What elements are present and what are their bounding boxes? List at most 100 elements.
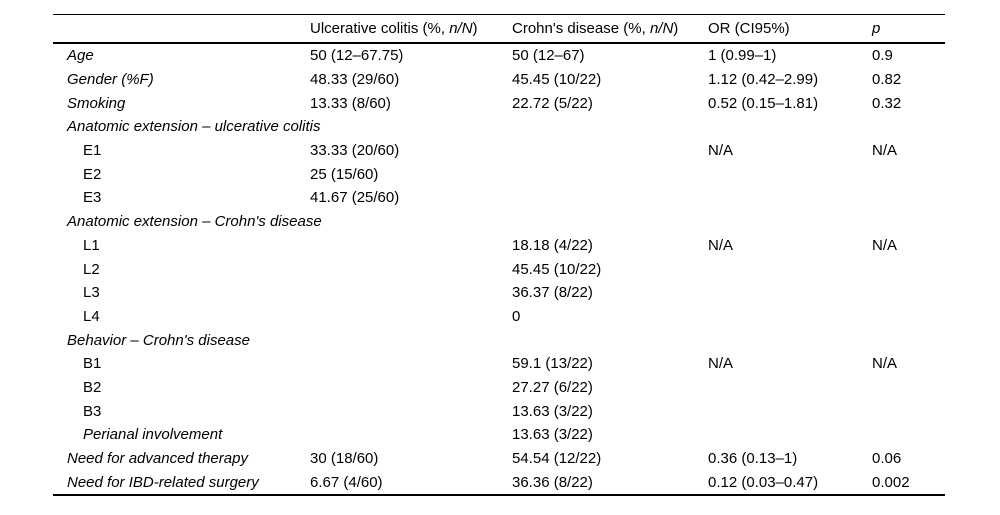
row-label: L4	[83, 307, 100, 325]
cell-p-value: N/A	[872, 236, 898, 254]
cell-p-value	[872, 328, 945, 352]
header-ulcerative-colitis-suffix: )	[472, 20, 478, 37]
table-row: Need for IBD-related surgery 6.67 (4/60) 3…	[53, 470, 945, 495]
cell-crohns-disease	[512, 210, 708, 234]
cell-p-value: N/A	[872, 355, 898, 373]
cell-ulcerative-colitis	[310, 328, 512, 352]
table-row: E2 25 (15/60)	[53, 162, 945, 186]
cell-odds-ratio	[708, 328, 872, 352]
table-row: Perianal involvement 13.63 (3/22)	[53, 423, 945, 447]
cell-crohns-disease: 13.63 (3/22)	[512, 426, 593, 444]
cell-crohns-disease: 59.1 (13/22)	[512, 355, 593, 373]
row-label: Gender (%F)	[67, 71, 154, 89]
header-crohns-disease-nN: n/N	[649, 20, 674, 37]
header-p-value-text: p	[872, 20, 881, 37]
header-ulcerative-colitis: Ulcerative colitis (%, n/N)	[310, 14, 512, 44]
cell-odds-ratio	[708, 210, 872, 234]
cell-p-value	[872, 186, 945, 210]
cell-odds-ratio	[708, 399, 872, 423]
table-row: Need for advanced therapy 30 (18/60) 54.54…	[53, 447, 945, 471]
cell-crohns-disease: 13.63 (3/22)	[512, 402, 593, 420]
cell-odds-ratio	[708, 257, 872, 281]
cell-odds-ratio	[708, 423, 872, 447]
cell-odds-ratio	[708, 376, 872, 400]
row-label: L1	[83, 236, 100, 254]
cell-odds-ratio	[708, 186, 872, 210]
table-header: Ulcerative colitis (%, n/N) Crohn's dise…	[53, 14, 945, 44]
cell-ulcerative-colitis	[310, 305, 512, 329]
row-label: B3	[83, 402, 102, 420]
cell-crohns-disease: 22.72 (5/22)	[512, 94, 593, 112]
row-label: Age	[67, 47, 94, 65]
header-row: Ulcerative colitis (%, n/N) Crohn's dise…	[53, 14, 945, 44]
cell-crohns-disease: 36.37 (8/22)	[512, 284, 593, 302]
cell-odds-ratio	[708, 115, 872, 139]
cell-crohns-disease: 45.45 (10/22)	[512, 71, 602, 89]
cell-p-value	[872, 376, 945, 400]
cell-crohns-disease: 36.36 (8/22)	[512, 473, 593, 491]
cell-p-value	[872, 305, 945, 329]
row-label: Need for IBD-related surgery	[67, 473, 259, 491]
cell-odds-ratio: N/A	[708, 355, 734, 373]
cell-p-value	[872, 210, 945, 234]
table-row: B1 59.1 (13/22) N/A N/A	[53, 352, 945, 376]
row-label: B1	[83, 355, 102, 373]
cell-ulcerative-colitis: 13.33 (8/60)	[310, 94, 391, 112]
cell-odds-ratio: 0.12 (0.03–0.47)	[708, 473, 819, 491]
table-row: B3 13.63 (3/22)	[53, 399, 945, 423]
table-row: Gender (%F) 48.33 (29/60) 45.45 (10/22) 1.1…	[53, 68, 945, 92]
cell-odds-ratio: N/A	[708, 236, 734, 254]
table-row: E1 33.33 (20/60) N/A N/A	[53, 139, 945, 163]
cell-odds-ratio	[708, 305, 872, 329]
cell-p-value: 0.06	[872, 450, 902, 468]
cell-crohns-disease: 45.45 (10/22)	[512, 260, 602, 278]
header-ulcerative-colitis-nN: n/N	[449, 20, 473, 37]
cell-p-value: 0.002	[872, 473, 910, 491]
cell-ulcerative-colitis: 25 (15/60)	[310, 165, 379, 183]
cell-crohns-disease: 54.54 (12/22)	[512, 450, 602, 468]
row-label: Behavior – Crohn's disease	[67, 331, 250, 349]
table-row: Age 50 (12–67.75) 50 (12–67) 1 (0.99–1) 0.9	[53, 43, 945, 68]
cell-crohns-disease: 18.18 (4/22)	[512, 236, 593, 254]
table-row: Smoking 13.33 (8/60) 22.72 (5/22) 0.52 (0.1…	[53, 91, 945, 115]
table-row: B2 27.27 (6/22)	[53, 376, 945, 400]
header-ulcerative-colitis-text: Ulcerative colitis (%,	[310, 20, 450, 37]
cell-crohns-disease	[512, 186, 708, 210]
table-row: Anatomic extension – Crohn's disease	[53, 210, 945, 234]
cell-p-value	[872, 281, 945, 305]
table-row: L2 45.45 (10/22)	[53, 257, 945, 281]
cell-ulcerative-colitis	[310, 257, 512, 281]
cell-ulcerative-colitis: 30 (18/60)	[310, 450, 379, 468]
cell-crohns-disease	[512, 115, 708, 139]
cell-p-value	[872, 423, 945, 447]
cell-p-value	[872, 162, 945, 186]
cell-p-value: 0.32	[872, 94, 902, 112]
cell-ulcerative-colitis: 41.67 (25/60)	[310, 189, 400, 207]
row-label: Anatomic extension – ulcerative colitis	[67, 118, 321, 136]
statistics-table: Ulcerative colitis (%, n/N) Crohn's dise…	[53, 14, 945, 497]
cell-ulcerative-colitis	[310, 281, 512, 305]
table-row: Behavior – Crohn's disease	[53, 328, 945, 352]
row-label: Smoking	[67, 94, 126, 112]
cell-crohns-disease	[512, 328, 708, 352]
header-crohns-disease-text: Crohn's disease (%,	[512, 20, 650, 37]
cell-crohns-disease	[512, 162, 708, 186]
cell-odds-ratio: 0.52 (0.15–1.81)	[708, 94, 819, 112]
cell-p-value	[872, 257, 945, 281]
cell-ulcerative-colitis	[310, 210, 512, 234]
header-row-label-column	[53, 14, 310, 44]
cell-ulcerative-colitis	[310, 423, 512, 447]
cell-odds-ratio: 0.36 (0.13–1)	[708, 450, 798, 468]
row-label: E3	[83, 189, 102, 207]
cell-p-value: 0.9	[872, 47, 893, 65]
row-label: E1	[83, 142, 102, 160]
table-row: Anatomic extension – ulcerative colitis	[53, 115, 945, 139]
header-crohns-disease-suffix: )	[673, 20, 679, 37]
cell-p-value: N/A	[872, 142, 898, 160]
header-p-value: p	[872, 14, 945, 44]
table-row: L1 18.18 (4/22) N/A N/A	[53, 234, 945, 258]
row-label: L3	[83, 284, 100, 302]
row-label: L2	[83, 260, 100, 278]
cell-ulcerative-colitis	[310, 115, 512, 139]
